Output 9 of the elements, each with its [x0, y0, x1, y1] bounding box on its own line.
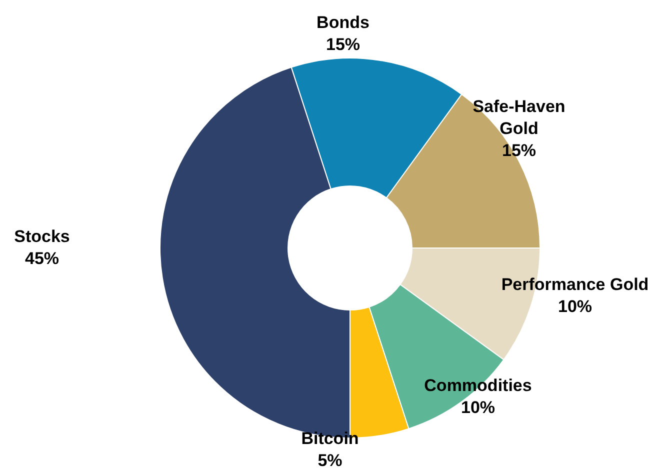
slice-label: Bonds [316, 13, 370, 32]
data-label: 45% [24, 249, 60, 268]
slice-label: Safe-Haven Gold [472, 97, 566, 138]
data-label: 15% [326, 35, 360, 54]
data-label: 10% [558, 297, 592, 316]
slice-label: Stocks [14, 227, 70, 246]
data-label: 10% [460, 398, 496, 417]
slice-label: Performance Gold [501, 275, 649, 294]
data-label: 5% [318, 451, 342, 470]
